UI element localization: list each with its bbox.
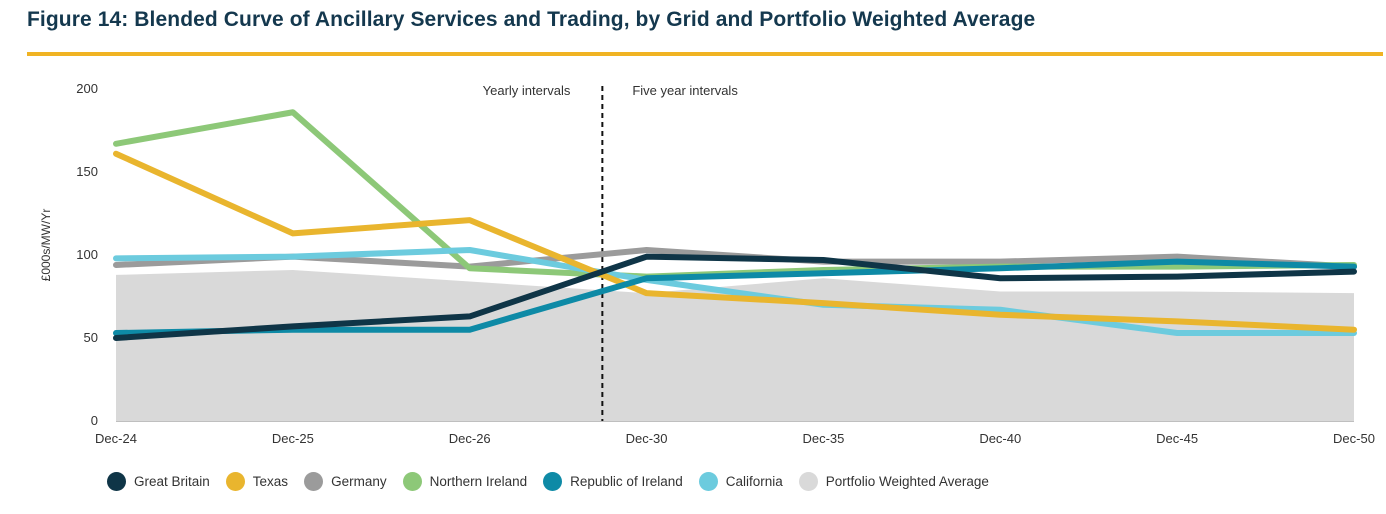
- series-line-texas: [113, 150, 1357, 333]
- legend-item-portfolio-weighted-average: Portfolio Weighted Average: [798, 472, 989, 491]
- legend-label: Northern Ireland: [429, 474, 528, 489]
- x-tick-label: Dec-25: [272, 431, 314, 446]
- y-tick-label: 200: [76, 81, 98, 96]
- legend-item-great-britain: Great Britain: [107, 472, 210, 491]
- x-tick-label: Dec-50: [1333, 431, 1375, 446]
- y-tick-label: 100: [76, 247, 98, 262]
- legend-label: Republic of Ireland: [570, 474, 683, 489]
- y-axis-label: £000s/MW/Yr: [39, 209, 53, 282]
- series-line-republic-of-ireland: [113, 258, 1357, 337]
- legend-swatch: [798, 472, 818, 491]
- series-line-great-britain: [113, 253, 1357, 341]
- legend-label: Portfolio Weighted Average: [825, 474, 989, 489]
- chart-legend: Great Britain Texas Germany Northern Irelan…: [107, 472, 1005, 491]
- yearly-intervals-label: Yearly intervals: [483, 83, 571, 98]
- legend-item-california: California: [698, 472, 783, 491]
- legend-label: Germany: [331, 474, 387, 489]
- figure-title: Figure 14: Blended Curve of Ancillary Se…: [27, 8, 1036, 31]
- x-tick-label: Dec-45: [1156, 431, 1198, 446]
- series-line-northern-ireland: [113, 109, 1357, 280]
- legend-item-northern-ireland: Northern Ireland: [402, 472, 528, 491]
- y-tick-label: 0: [91, 413, 98, 428]
- legend-label: Great Britain: [134, 474, 210, 489]
- five-year-intervals-label: Five year intervals: [632, 83, 738, 98]
- legend-item-republic-of-ireland: Republic of Ireland: [543, 472, 683, 491]
- legend-swatch: [543, 472, 563, 491]
- legend-item-texas: Texas: [225, 472, 289, 491]
- x-tick-label: Dec-26: [449, 431, 491, 446]
- legend-swatch: [698, 472, 718, 491]
- legend-swatch: [107, 472, 126, 491]
- x-tick-label: Dec-40: [979, 431, 1021, 446]
- x-tick-label: Dec-35: [802, 431, 844, 446]
- series-line-california: [113, 247, 1357, 337]
- legend-label: Texas: [252, 474, 289, 489]
- y-tick-label: 150: [76, 164, 98, 179]
- y-tick-label: 50: [84, 330, 98, 345]
- legend-swatch: [304, 472, 324, 491]
- x-tick-label: Dec-24: [95, 431, 137, 446]
- legend-label: California: [725, 474, 783, 489]
- x-tick-label: Dec-30: [626, 431, 668, 446]
- legend-swatch: [225, 472, 245, 491]
- title-rule: [27, 52, 1383, 56]
- legend-item-germany: Germany: [304, 472, 387, 491]
- series-area-portfolio-weighted-average: [116, 269, 1354, 421]
- legend-swatch: [402, 472, 422, 491]
